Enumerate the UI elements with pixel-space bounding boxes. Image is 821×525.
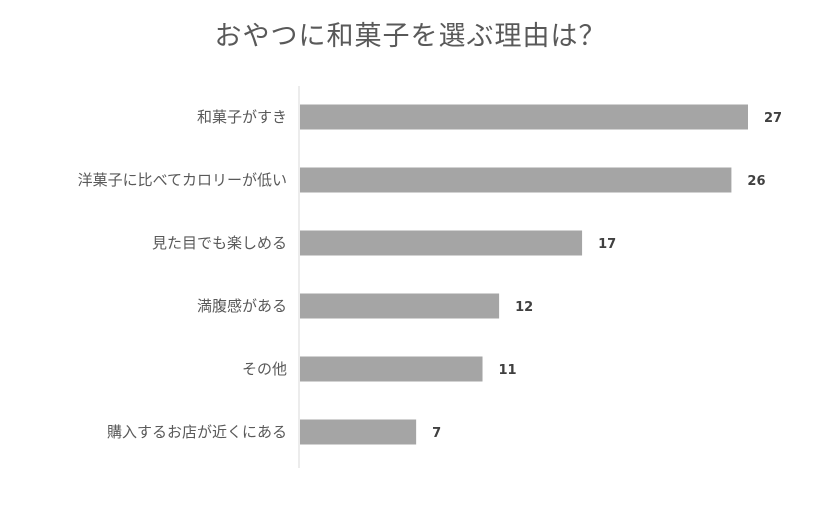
bar-4 [300,356,483,382]
bar-3 [300,293,500,319]
category-label-5: 購入するお店が近くにある [107,423,287,441]
category-label-1: 洋菓子に比べてカロリーが低い [78,171,287,189]
chart-title: おやつに和菓子を選ぶ理由は？ [214,21,607,52]
value-label-1: 26 [747,174,765,189]
category-label-4: その他 [242,360,287,378]
bar-0 [300,104,748,130]
category-label-2: 見た目でも楽しめる [152,234,287,252]
category-label-3: 満腹感がある [197,297,287,315]
category-label-0: 和菓子がすき [197,108,287,126]
bar-2 [300,230,583,256]
value-label-4: 11 [499,363,517,378]
value-label-2: 17 [598,237,616,252]
bar-5 [300,419,417,445]
bar-1 [300,167,732,193]
value-label-0: 27 [764,111,782,126]
value-label-5: 7 [432,426,441,441]
value-label-3: 12 [515,300,533,315]
